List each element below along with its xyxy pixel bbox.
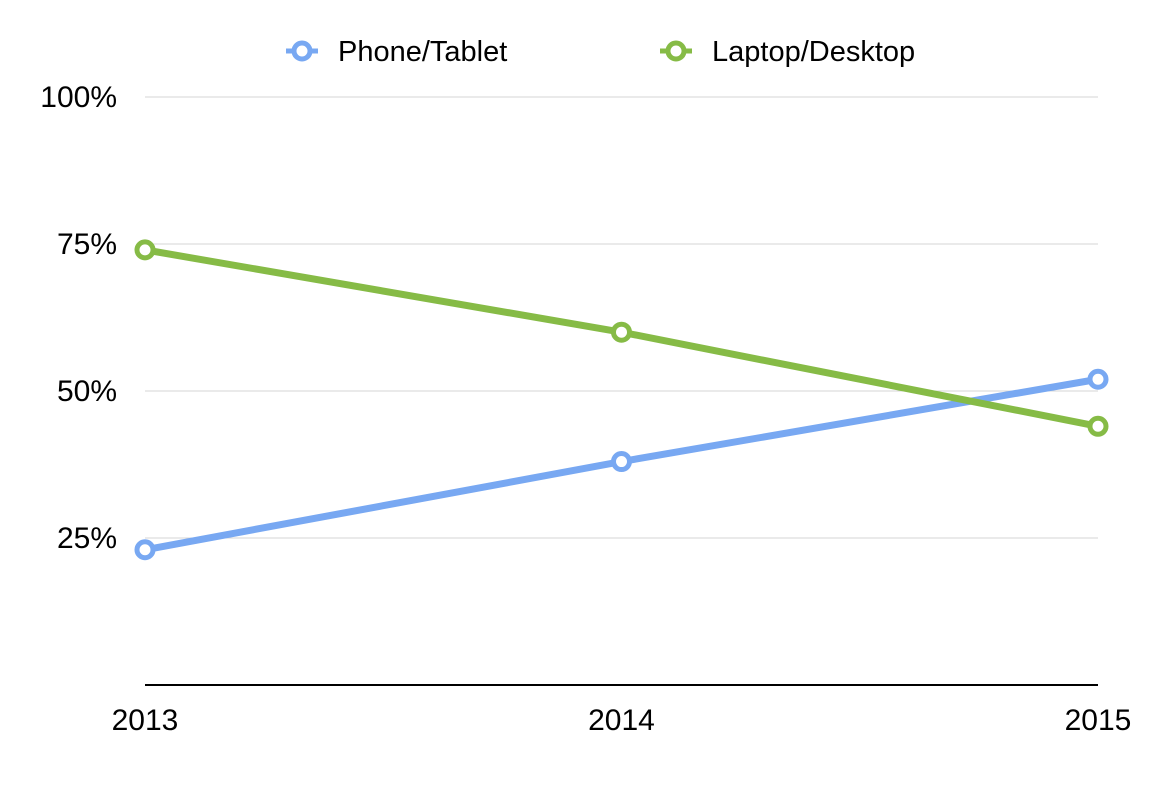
data-point-laptop-desktop — [611, 321, 632, 343]
y-tick-label: 75% — [57, 228, 117, 261]
grid-layer — [145, 96, 1098, 539]
x-tick-label: 2013 — [112, 704, 179, 737]
legend-item-phone-tablet: Phone/Tablet — [286, 36, 507, 68]
legend-label: Phone/Tablet — [338, 36, 507, 68]
legend-item-laptop-desktop: Laptop/Desktop — [660, 36, 915, 68]
x-tick-label: 2014 — [588, 704, 655, 737]
x-tick-labels: 2013 2014 2015 — [112, 704, 1132, 737]
data-point-laptop-desktop — [1087, 415, 1109, 437]
data-point-phone-tablet — [1087, 368, 1109, 390]
legend-marker — [665, 40, 687, 62]
y-tick-label: 100% — [40, 81, 117, 114]
series-laptop-desktop — [134, 239, 1109, 437]
data-point-laptop-desktop — [134, 239, 156, 261]
legend-marker — [291, 40, 313, 62]
legend: Phone/Tablet Laptop/Desktop — [286, 36, 915, 68]
y-tick-label: 25% — [57, 522, 117, 555]
y-tick-label: 50% — [57, 375, 117, 408]
data-point-phone-tablet — [611, 451, 632, 473]
series-phone-tablet — [134, 368, 1109, 561]
x-tick-label: 2015 — [1065, 704, 1132, 737]
legend-label: Laptop/Desktop — [712, 36, 915, 68]
series-layer — [134, 239, 1109, 561]
y-tick-labels: 25% 50% 75% 100% — [40, 81, 117, 555]
data-point-phone-tablet — [134, 539, 156, 561]
